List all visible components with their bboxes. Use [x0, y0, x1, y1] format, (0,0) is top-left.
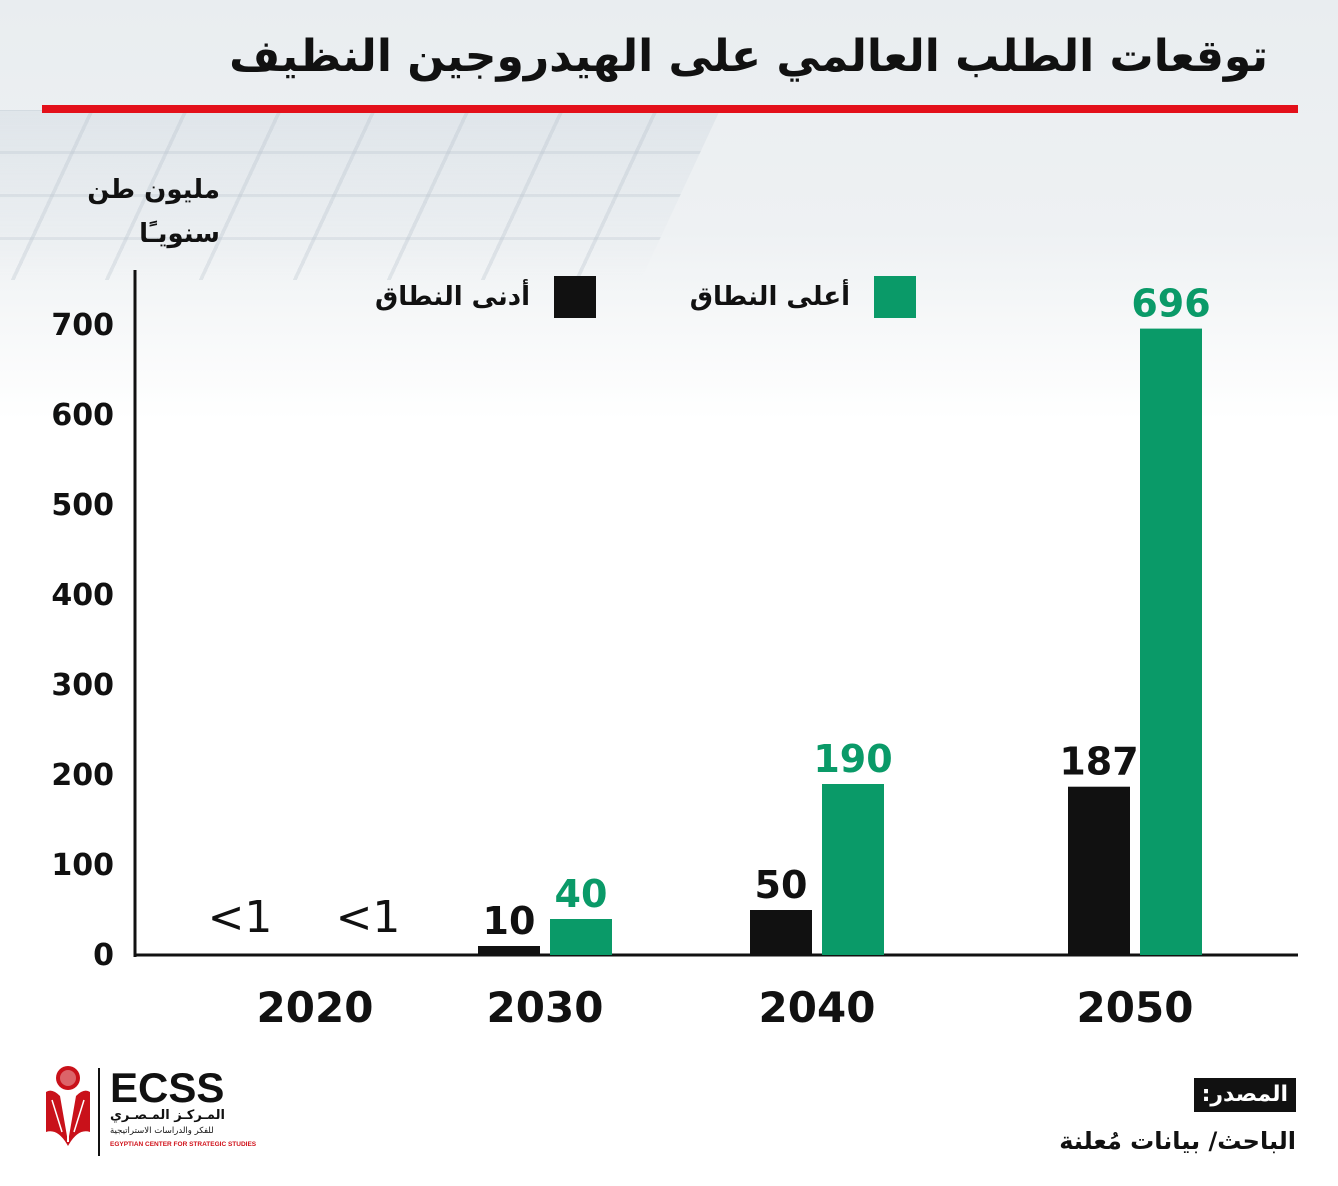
logo-english-name: EGYPTIAN CENTER FOR STRATEGIC STUDIES — [110, 1141, 257, 1148]
y-tick-label: 0 — [93, 938, 114, 973]
logo-arabic-name: المـركـز المـصـري — [110, 1108, 225, 1123]
legend-swatch-high — [874, 276, 916, 318]
bar-low-2030 — [478, 946, 540, 955]
legend-swatch-low — [554, 276, 596, 318]
bar-high-2030 — [550, 919, 612, 955]
x-tick-label: 2040 — [759, 983, 876, 1032]
x-tick-label: 2020 — [257, 983, 374, 1032]
chart-title: توقعات الطلب العالمي على الهيدروجين النظ… — [229, 31, 1268, 82]
bar-value-label: 40 — [555, 872, 608, 916]
source-text: الباحث/ بيانات مُعلنة — [1059, 1127, 1296, 1155]
y-tick-label: 500 — [51, 488, 114, 523]
logo-wordmark: ECSS — [110, 1064, 225, 1111]
bar-value-label: 50 — [755, 863, 808, 907]
y-axis-unit-line-1: مليون طن — [87, 175, 220, 205]
bar-value-label: 187 — [1059, 740, 1138, 784]
background-photo — [0, 0, 1338, 420]
bar-high-2050 — [1140, 328, 1202, 956]
source-badge: المصدر: — [1193, 1078, 1296, 1112]
bar-value-label: 10 — [483, 899, 536, 943]
x-tick-label: 2050 — [1077, 983, 1194, 1032]
bar-low-2050 — [1068, 786, 1130, 955]
title-underline — [42, 105, 1298, 113]
bar-value-label: <1 — [336, 892, 401, 943]
y-tick-label: 400 — [51, 578, 114, 613]
legend-item-low: أدنى النطاق — [320, 276, 600, 318]
y-tick-label: 200 — [51, 758, 114, 793]
ecss-logo: ECSS المـركـز المـصـري للفكر والدراسات ا… — [38, 1062, 256, 1162]
y-tick-label: 300 — [51, 668, 114, 703]
y-tick-label: 700 — [51, 308, 114, 343]
y-axis-unit-line-2: سنويـًا — [139, 219, 220, 249]
legend-label-high: أعلى النطاق — [689, 282, 850, 312]
x-tick-label: 2030 — [487, 983, 604, 1032]
legend-item-high: أعلى النطاق — [640, 276, 920, 318]
legend-label-low: أدنى النطاق — [375, 282, 530, 312]
bar-value-label: 190 — [813, 737, 892, 781]
bar-value-label: <1 — [208, 892, 273, 943]
ecss-emblem-icon — [46, 1066, 100, 1156]
bar-high-2040 — [822, 784, 884, 955]
bar-low-2040 — [750, 910, 812, 955]
logo-arabic-subtitle: للفكر والدراسات الاستراتيجية — [110, 1126, 214, 1136]
bar-value-label: 696 — [1131, 282, 1210, 326]
y-tick-label: 100 — [51, 848, 114, 883]
y-tick-label: 600 — [51, 398, 114, 433]
y-axis-unit-label: مليون طن سنويـًا — [40, 168, 220, 256]
